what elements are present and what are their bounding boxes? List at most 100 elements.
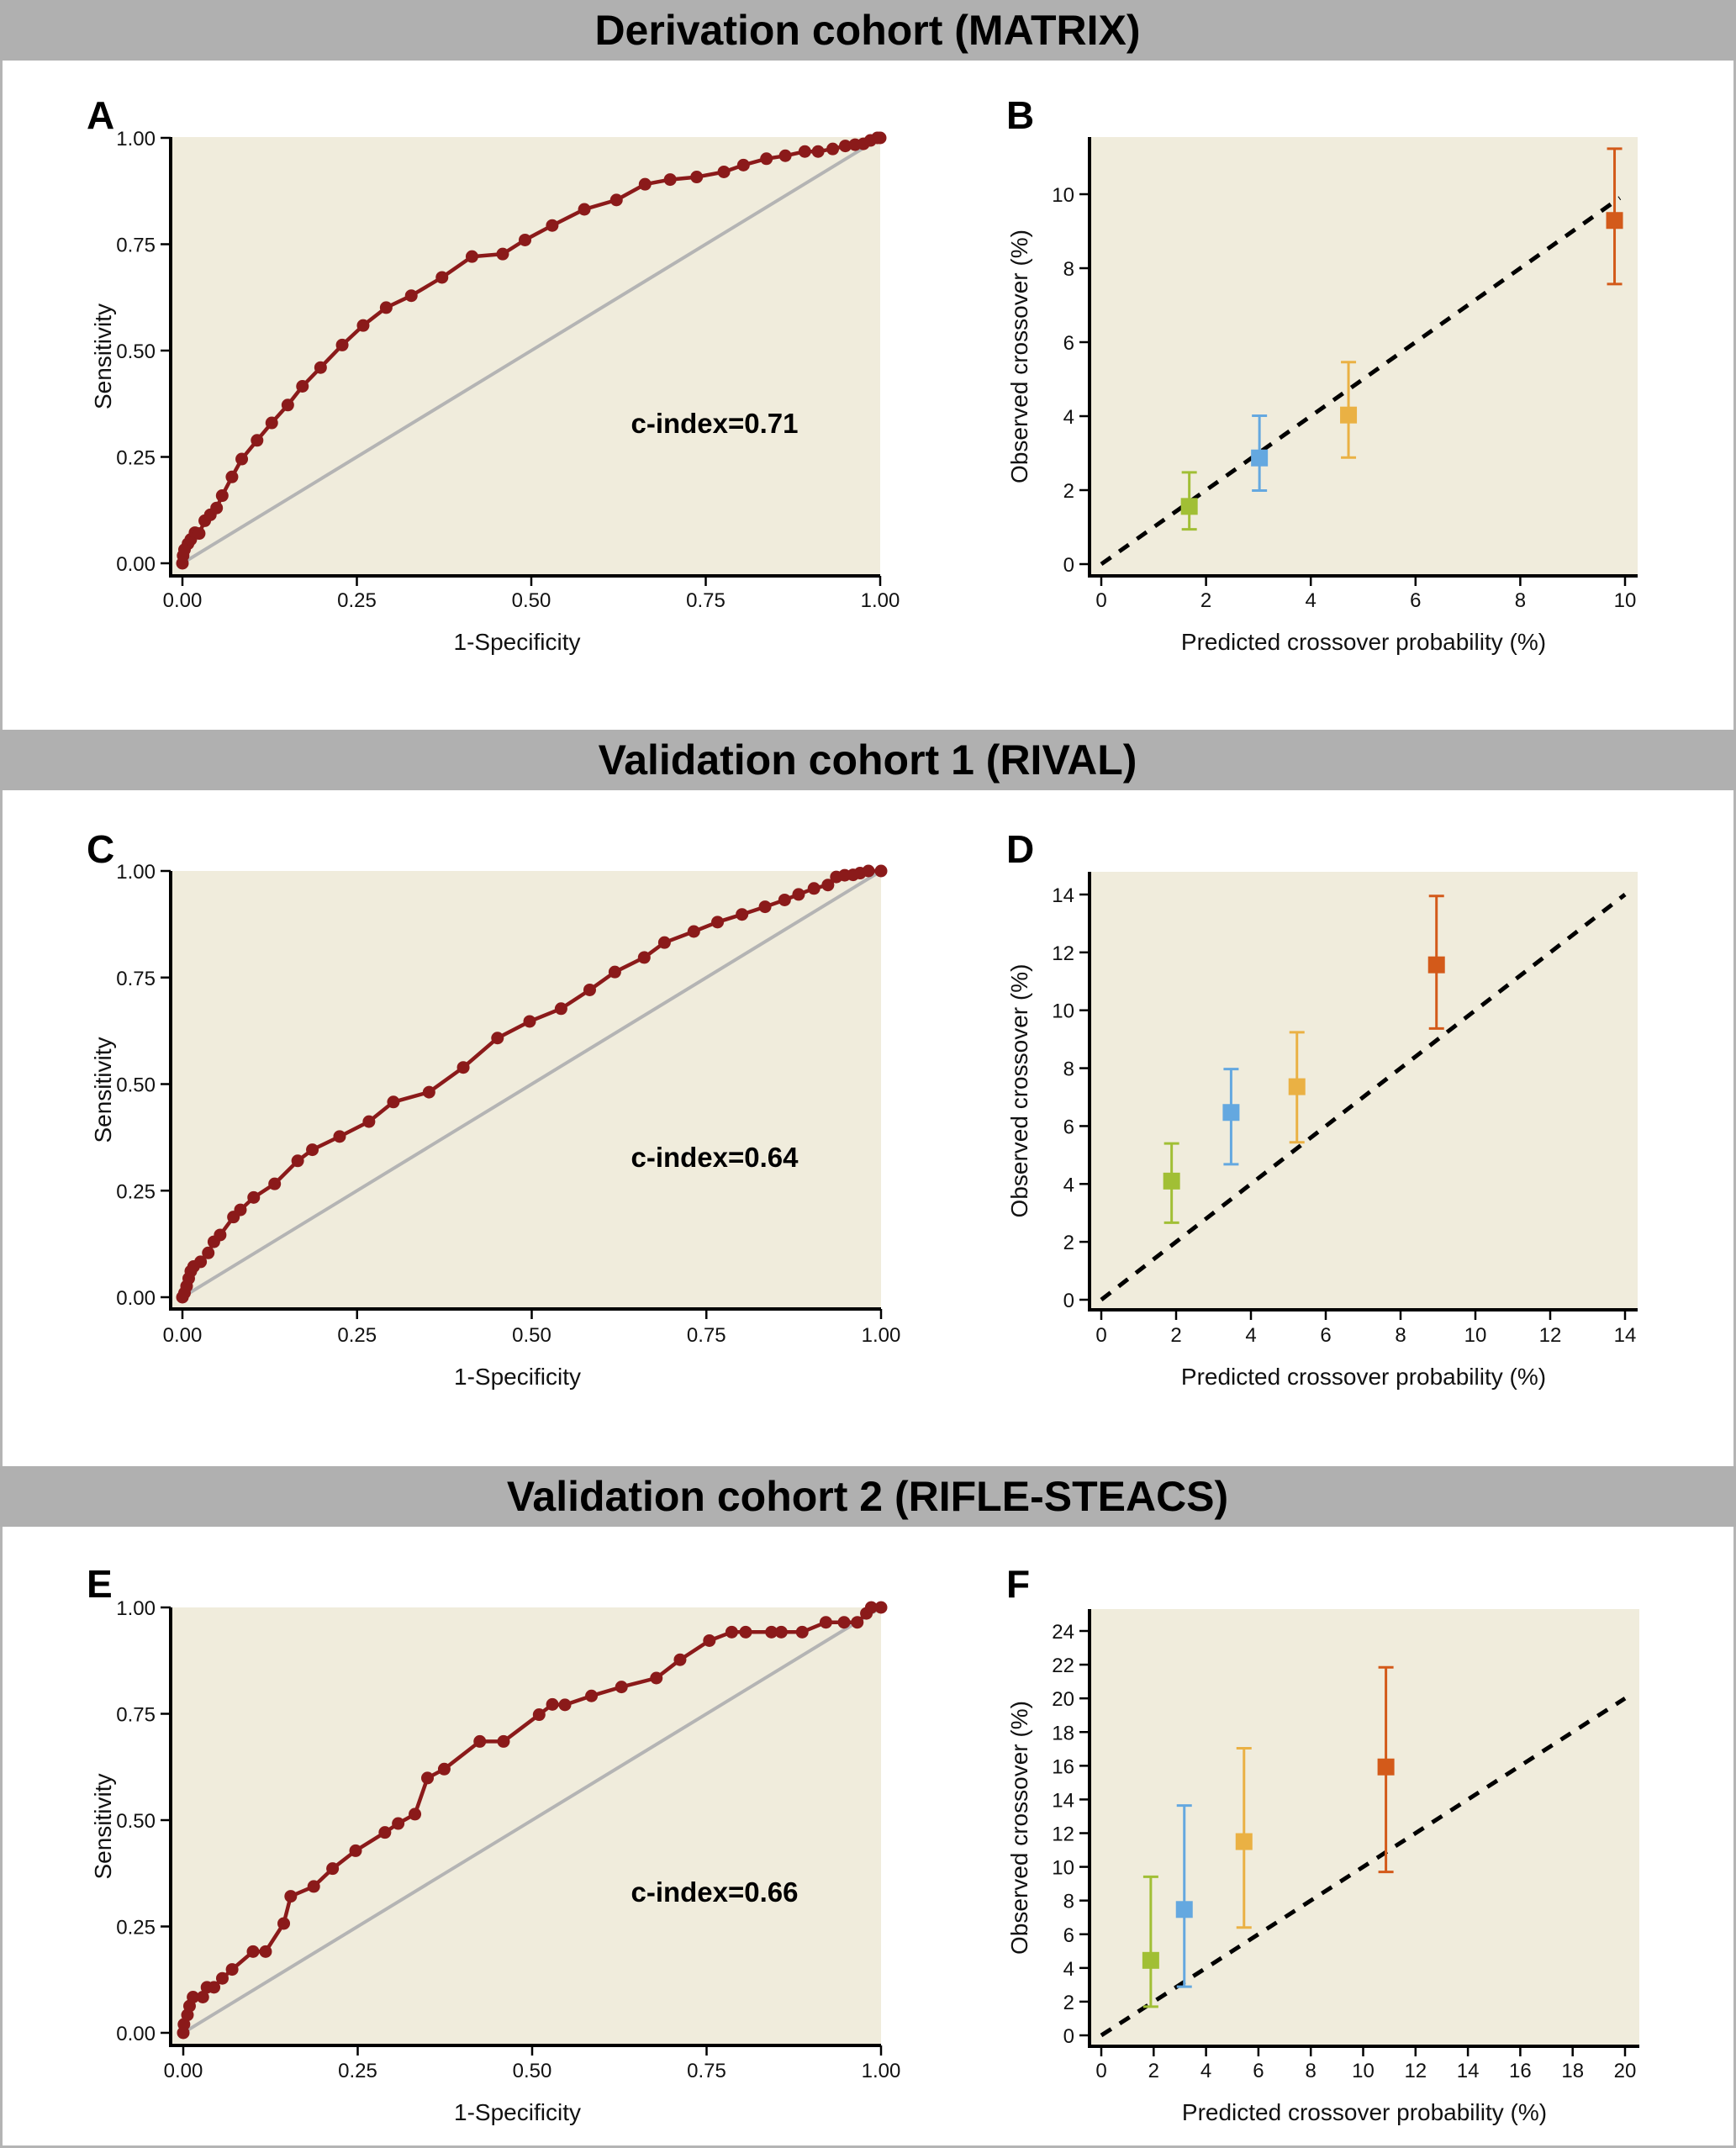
roc-point (717, 165, 731, 178)
roc-point (638, 177, 652, 191)
y-tick-label: 1.00 (116, 1597, 156, 1620)
x-tick-label: 0.50 (512, 1324, 551, 1347)
x-tick-label: 6 (1410, 589, 1421, 612)
section-header-bar (0, 730, 1736, 790)
y-tick-label: 0.25 (116, 447, 156, 470)
roc-point (637, 951, 651, 964)
roc-point (187, 1990, 200, 2003)
y-tick-label: 14 (1052, 1789, 1074, 1812)
roc-point (873, 131, 887, 145)
x-tick-label: 12 (1539, 1324, 1562, 1347)
roc-point (690, 171, 704, 184)
x-tick-label: 10 (1464, 1324, 1487, 1347)
roc-point (711, 916, 725, 929)
identity-line (1100, 196, 1622, 567)
roc-point (378, 1826, 392, 1839)
x-tick-label: 10 (1614, 589, 1637, 612)
calibration-marker (1251, 449, 1269, 467)
y-tick-label: 8 (1063, 1891, 1074, 1913)
x-axis-title: Predicted crossover probability (%) (1182, 2099, 1547, 2125)
roc-point (208, 1981, 221, 1994)
y-tick-label: 12 (1052, 1823, 1074, 1846)
x-tick-label: 12 (1404, 2060, 1427, 2082)
roc-point (306, 1143, 319, 1157)
x-tick-label: 0.50 (513, 2060, 552, 2082)
roc-point (650, 1671, 663, 1685)
roc-point (421, 1771, 434, 1785)
c-index-label: c-index=0.66 (631, 1876, 798, 1908)
y-tick-label: 2 (1063, 1992, 1074, 2014)
x-tick-label: 0.75 (687, 1324, 726, 1347)
x-tick-label: 4 (1200, 2060, 1211, 2082)
roc-point (194, 1255, 208, 1269)
roc-point (215, 489, 229, 503)
roc-point (874, 864, 888, 878)
y-tick-label: 8 (1063, 258, 1074, 281)
y-tick-label: 0.50 (116, 1810, 156, 1833)
roc-point (837, 1616, 851, 1629)
panel-letter: A (87, 93, 114, 137)
x-tick-label: 0.75 (686, 589, 726, 612)
identity-line (1100, 1697, 1627, 2038)
calibration-point-group-1 (1163, 1142, 1180, 1224)
roc-point (281, 398, 294, 412)
calibration-point-group-2 (1222, 1068, 1240, 1166)
calibration-marker (1235, 1833, 1253, 1850)
y-axis-title: Observed crossover (%) (1006, 964, 1032, 1218)
roc-point (335, 338, 349, 351)
y-tick-label: 0.25 (116, 1180, 156, 1203)
x-tick-label: 1.00 (862, 1324, 901, 1347)
calibration-point-group-4 (1427, 895, 1445, 1030)
panel-letter: E (87, 1562, 113, 1606)
y-tick-label: 12 (1052, 942, 1074, 965)
roc-point (758, 900, 772, 914)
panel-letter: D (1006, 827, 1034, 871)
x-tick-label: 6 (1320, 1324, 1331, 1347)
roc-point (225, 470, 239, 483)
y-tick-label: 0.00 (116, 553, 156, 576)
calibration-point-group-4 (1606, 147, 1623, 286)
roc-point (583, 983, 596, 996)
roc-point (778, 893, 791, 906)
x-tick-label: 4 (1245, 1324, 1256, 1347)
x-tick-label: 0.00 (164, 2060, 203, 2082)
y-tick-label: 0.50 (116, 340, 156, 363)
roc-point (663, 173, 677, 187)
calibration-marker (1606, 212, 1623, 230)
roc-point (314, 361, 327, 374)
x-tick-label: 14 (1457, 2060, 1480, 2082)
plot-area (1090, 1609, 1639, 2046)
panel-letter: C (87, 827, 114, 871)
y-tick-label: 6 (1063, 1116, 1074, 1138)
roc-point (247, 1190, 261, 1204)
roc-point (456, 1061, 470, 1074)
roc-point (291, 1154, 304, 1168)
panel-letter: B (1006, 93, 1034, 137)
roc-point (435, 271, 449, 284)
y-tick-label: 18 (1052, 1722, 1074, 1744)
roc-point (657, 936, 671, 949)
roc-point (235, 452, 249, 466)
calibration-point-group-2 (1175, 1804, 1193, 1988)
panel-e: E 0.00 0.25 0.50 0.75 1.00 0.00 0.25 0.50 0.75 1.0… (87, 1562, 900, 2125)
calibration-marker (1163, 1172, 1180, 1190)
section-title: Validation cohort 1 (RIVAL) (599, 736, 1137, 784)
x-axis-title: 1-Specificity (454, 2099, 581, 2125)
x-tick-label: 2 (1170, 1324, 1181, 1347)
calibration-point-group-3 (1288, 1031, 1306, 1144)
roc-point (465, 250, 478, 263)
roc-point (736, 908, 749, 921)
roc-point (615, 1681, 628, 1694)
calibration-marker (1377, 1758, 1395, 1776)
panel-f: F0 2 4 6 8 10 12 14 16 18 20024681012141618202224P… (1006, 1562, 1639, 2125)
roc-point (558, 1698, 572, 1712)
x-axis-title: Predicted crossover probability (%) (1181, 629, 1546, 655)
calibration-point-group-3 (1340, 361, 1358, 459)
roc-point (326, 1862, 340, 1876)
y-tick-label: 0.00 (116, 1287, 156, 1310)
x-tick-label: 0.25 (338, 2060, 377, 2082)
roc-point (307, 1880, 320, 1893)
roc-point (609, 193, 623, 207)
y-tick-label: 0.75 (116, 1704, 156, 1727)
